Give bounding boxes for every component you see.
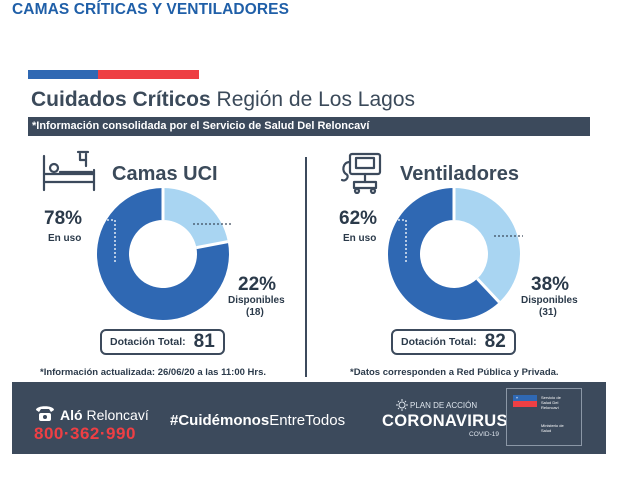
camas-total-label: Dotación Total: [110, 336, 186, 348]
card-title-regular: Región de Los Lagos [210, 88, 416, 111]
camas-in-use-leader [99, 219, 116, 264]
ventiladores-available-pct: 38% [531, 274, 570, 295]
camas-in-use-pct: 78% [44, 208, 83, 229]
ventiladores-in-use-leader [390, 219, 407, 264]
virus-icon [396, 398, 408, 416]
ventiladores-footnote: *Datos corresponden a Red Pública y Priv… [350, 367, 559, 378]
flag-bar-red [98, 70, 199, 79]
ventiladores-in-use-label: En uso [343, 233, 377, 244]
ventilator-icon [338, 150, 386, 199]
ventiladores-total-label: Dotación Total: [401, 336, 477, 348]
camas-available-label: Disponibles [228, 295, 285, 306]
infographic-card: Cuidados Críticos Región de Los Lagos *I… [12, 62, 606, 454]
ventiladores-total-box: Dotación Total: 82 [391, 329, 516, 355]
gov-line-1: Servicio de [541, 395, 561, 400]
hashtag-regular: EntreTodos [269, 412, 346, 429]
ventiladores-available-count: (31) [539, 307, 557, 318]
flag-bar [28, 70, 199, 79]
ventiladores-in-use-pct: 62% [339, 208, 378, 229]
hashtag: #CuidémonosEntreTodos [170, 412, 345, 429]
covid-label: COVID-19 [469, 431, 499, 438]
camas-header: Camas UCI [40, 150, 218, 199]
flag-bar-blue [28, 70, 98, 79]
camas-in-use-label: En uso [48, 233, 82, 244]
card-title: Cuidados Críticos Región de Los Lagos [31, 88, 415, 112]
ventiladores-total-value: 82 [484, 331, 506, 352]
camas-total-box: Dotación Total: 81 [100, 329, 225, 355]
phone-icon [34, 402, 56, 427]
gov-line-3: Reloncaví [541, 405, 559, 410]
ventiladores-header: Ventiladores [338, 150, 519, 199]
ventiladores-slice-separator [452, 188, 501, 304]
page-heading: CAMAS CRÍTICAS Y VENTILADORES [12, 1, 290, 18]
camas-in-use-slice [97, 188, 229, 320]
camas-available-count: (18) [246, 307, 264, 318]
gov-line-4: Ministerio de [541, 423, 564, 428]
coronavirus-label: CORONAVIRUS [382, 412, 508, 430]
gov-line-2: Salud Del [541, 400, 559, 405]
card-title-bold: Cuidados Críticos [31, 88, 211, 111]
camas-donut [97, 188, 232, 320]
ventiladores-donut [388, 188, 523, 320]
camas-label: Camas UCI [112, 163, 218, 185]
plan-label: PLAN DE ACCIÓN [410, 401, 478, 410]
camas-footnote: *Información actualizada: 26/06/20 a las… [40, 367, 267, 378]
alo-bold: Aló [60, 406, 83, 423]
camas-total-value: 81 [193, 331, 215, 352]
ventiladores-available-label: Disponibles [521, 295, 578, 306]
gov-line-5: Salud [541, 428, 552, 433]
ventiladores-available-slice [454, 188, 520, 303]
phone-number: 800·362·990 [34, 424, 136, 443]
info-bar: *Información consolidada por el Servicio… [28, 117, 590, 136]
alo-regular: Reloncaví [82, 406, 149, 423]
camas-slice-separator [161, 188, 229, 250]
footer-bar: Aló Reloncaví 800·362·990 #CuidémonosEnt… [12, 382, 606, 454]
ventiladores-in-use-slice [388, 188, 500, 320]
ventiladores-label: Ventiladores [400, 163, 519, 185]
camas-available-pct: 22% [238, 274, 277, 295]
hospital-bed-icon [40, 150, 98, 199]
government-logo: Servicio de Salud Del Reloncaví Minister… [506, 388, 582, 446]
camas-available-slice [163, 188, 228, 248]
hashtag-bold: #Cuidémonos [170, 412, 270, 429]
alo-text: Aló Reloncaví [60, 407, 149, 423]
government-shield-icon [513, 395, 537, 430]
section-divider [305, 157, 307, 377]
alo-reloncavi: Aló Reloncaví [34, 402, 149, 427]
